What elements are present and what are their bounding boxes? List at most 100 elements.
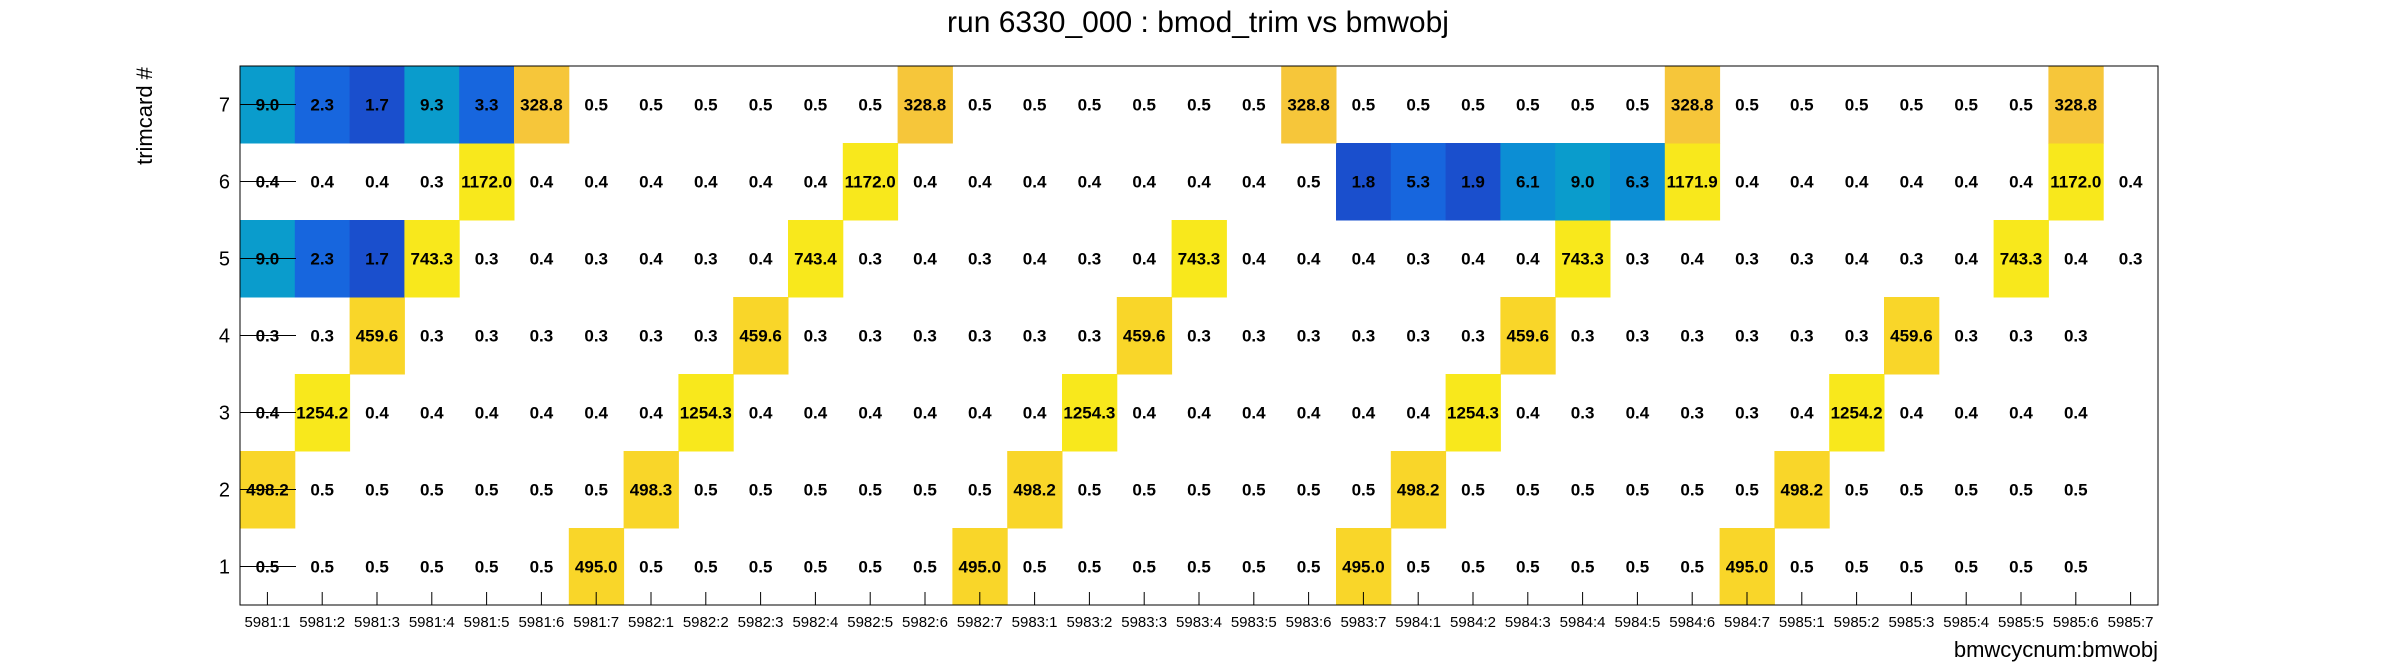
cell-value-label: 0.4 [1297, 404, 1321, 423]
cell-value-label: 0.3 [420, 327, 444, 346]
cell-value-label: 0.4 [1187, 173, 1211, 192]
x-tick-label: 5985:2 [1834, 614, 1880, 631]
heatmap-cell [349, 66, 405, 144]
cell-value-label: 0.5 [694, 96, 718, 115]
x-tick-label: 5984:6 [1669, 614, 1715, 631]
cell-value-label: 0.3 [530, 327, 554, 346]
cell-value-label: 0.4 [1352, 404, 1376, 423]
heatmap-cell [1445, 374, 1501, 452]
cell-value-label: 0.3 [858, 327, 882, 346]
y-tick-label: 7 [219, 95, 230, 117]
x-tick-label: 5984:4 [1560, 614, 1606, 631]
heatmap-cell [2048, 66, 2104, 144]
heatmap-cell [459, 143, 515, 221]
y-tick-label: 3 [219, 403, 230, 425]
cell-value-label: 495.0 [959, 558, 1002, 577]
cell-value-label: 495.0 [575, 558, 618, 577]
cell-value-label: 6.1 [1516, 173, 1540, 192]
cell-value-label: 0.5 [804, 558, 828, 577]
cell-value-label: 0.5 [1078, 558, 1102, 577]
cell-value-label: 0.5 [1954, 558, 1978, 577]
cell-value-label: 743.3 [2000, 250, 2043, 269]
heatmap-cell [2048, 143, 2104, 221]
heatmap-cell [1500, 297, 1556, 375]
cell-value-label: 0.5 [1845, 96, 1869, 115]
cell-value-label: 0.5 [1571, 558, 1595, 577]
cell-value-label: 0.5 [475, 481, 499, 500]
heatmap-cell [733, 297, 789, 375]
cell-value-label: 0.5 [475, 558, 499, 577]
cell-value-label: 0.5 [1187, 558, 1211, 577]
x-tick-label: 5984:5 [1614, 614, 1660, 631]
cell-value-label: 0.3 [804, 327, 828, 346]
cell-value-label: 0.5 [420, 558, 444, 577]
x-tick-label: 5983:5 [1231, 614, 1277, 631]
cell-value-label: 9.3 [420, 96, 444, 115]
cell-value-label: 0.3 [584, 250, 608, 269]
heatmap-cell [294, 374, 351, 452]
cell-value-label: 0.5 [365, 481, 389, 500]
cell-value-label: 1254.3 [680, 404, 732, 423]
cell-value-label: 0.3 [1735, 327, 1759, 346]
cell-value-label: 0.4 [2009, 404, 2033, 423]
x-tick-label: 5981:6 [518, 614, 564, 631]
cell-value-label: 459.6 [1890, 327, 1933, 346]
cell-value-label: 0.4 [584, 404, 608, 423]
heatmap-cell [1829, 374, 1885, 452]
cell-value-label: 0.5 [1626, 558, 1650, 577]
cell-value-label: 498.2 [1781, 481, 1824, 500]
cell-value-label: 0.4 [1845, 173, 1869, 192]
heatmap-cells [240, 66, 2104, 606]
cell-value-label: 0.3 [1078, 327, 1102, 346]
heatmap-cell [404, 220, 460, 298]
cell-value-label: 328.8 [1287, 96, 1330, 115]
x-tick-label: 5982:2 [683, 614, 729, 631]
cell-value-label: 0.4 [1132, 404, 1156, 423]
x-tick-label: 5981:4 [409, 614, 455, 631]
cell-value-label: 1172.0 [2050, 173, 2101, 192]
cell-value-label: 495.0 [1726, 558, 1769, 577]
x-tick-label: 5984:1 [1395, 614, 1441, 631]
y-tick-label: 1 [219, 557, 230, 579]
cell-value-label: 0.3 [420, 173, 444, 192]
cell-value-label: 1.7 [365, 250, 389, 269]
cell-value-label: 0.4 [639, 250, 663, 269]
cell-value-label: 0.4 [749, 404, 773, 423]
cell-value-label: 328.8 [2055, 96, 2098, 115]
heatmap-cell [678, 374, 734, 452]
cell-value-label: 0.5 [1954, 481, 1978, 500]
cell-value-label: 0.3 [1406, 250, 1430, 269]
x-tick-label: 5983:2 [1066, 614, 1112, 631]
cell-value-label: 328.8 [520, 96, 563, 115]
cell-value-label: 0.3 [1790, 327, 1814, 346]
x-axis-label: bmwcycnum:bmwobj [1954, 637, 2158, 662]
x-tick-label: 5983:3 [1121, 614, 1167, 631]
cell-value-label: 0.3 [1023, 327, 1047, 346]
cell-value-label: 0.5 [1406, 96, 1430, 115]
cell-value-label: 0.4 [1132, 250, 1156, 269]
cell-value-label: 0.3 [1571, 327, 1595, 346]
x-tick-label: 5982:6 [902, 614, 948, 631]
cell-value-label: 1254.3 [1447, 404, 1499, 423]
y-tick-label: 4 [219, 326, 230, 348]
cell-value-label: 0.4 [530, 250, 554, 269]
y-axis: 1 2 3 4 5 6 7 [219, 95, 296, 579]
cell-value-label: 0.3 [1297, 327, 1321, 346]
x-tick-label: 5983:6 [1286, 614, 1332, 631]
y-tick-label: 5 [219, 249, 230, 271]
cell-value-label: 0.5 [1626, 96, 1650, 115]
cell-value-label: 0.4 [1790, 173, 1814, 192]
cell-value-label: 0.5 [1954, 96, 1978, 115]
cell-value-label: 0.5 [1297, 173, 1321, 192]
cell-value-label: 0.4 [1406, 404, 1430, 423]
x-tick-label: 5981:1 [244, 614, 290, 631]
cell-value-label: 0.3 [1626, 250, 1650, 269]
cell-value-label: 0.4 [584, 173, 608, 192]
heatmap-cell [1390, 451, 1447, 529]
cell-value-label: 0.5 [749, 96, 773, 115]
cell-value-label: 0.5 [1297, 481, 1321, 500]
x-tick-label: 5985:6 [2053, 614, 2099, 631]
cell-value-label: 0.5 [1352, 96, 1376, 115]
cell-value-label: 0.5 [694, 481, 718, 500]
heatmap-cell [349, 297, 405, 375]
